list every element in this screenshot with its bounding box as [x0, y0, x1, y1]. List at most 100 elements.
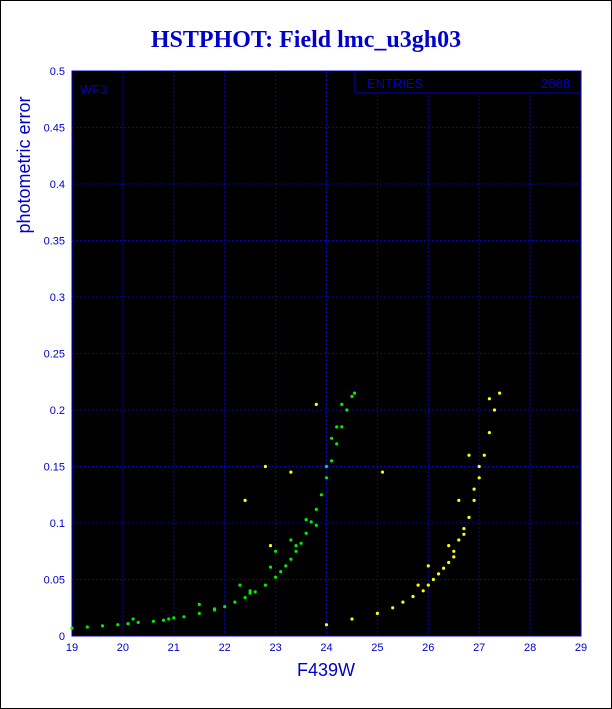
- data-point: [268, 544, 273, 548]
- data-point: [401, 600, 405, 604]
- data-point: [452, 549, 456, 553]
- y-tick-label: 0: [59, 631, 65, 643]
- data-point: [284, 564, 288, 568]
- x-tick-label: 23: [269, 642, 281, 654]
- data-point: [477, 464, 481, 469]
- data-point: [274, 575, 278, 579]
- data-point: [416, 583, 420, 587]
- data-point: [352, 391, 357, 395]
- y-tick-label: 0.05: [44, 575, 65, 587]
- data-point: [314, 507, 318, 511]
- data-point: [304, 531, 308, 535]
- data-point: [268, 565, 273, 569]
- data-point: [472, 487, 476, 491]
- data-point: [223, 605, 227, 609]
- data-point: [380, 470, 385, 474]
- data-point: [462, 532, 466, 536]
- data-point: [452, 555, 456, 559]
- data-point: [116, 623, 120, 627]
- y-axis-label: photometric error: [14, 96, 34, 233]
- x-tick-label: 19: [66, 642, 78, 654]
- data-point: [263, 583, 267, 587]
- data-point: [289, 470, 293, 474]
- data-point: [487, 431, 491, 435]
- y-tick-label: 0.25: [44, 349, 65, 361]
- stats-entries-value: 2868: [541, 76, 570, 91]
- x-tick-label: 26: [422, 642, 434, 654]
- data-point: [243, 498, 247, 502]
- panel-label: WF3: [80, 82, 107, 97]
- y-tick-label: 0.45: [44, 123, 65, 135]
- data-point: [314, 402, 318, 406]
- data-point: [487, 397, 491, 401]
- data-point: [426, 564, 430, 568]
- data-point: [70, 626, 74, 630]
- x-tick-labels: 19 20 21 22 23 24 25 26 27 28 29: [66, 642, 587, 654]
- data-points: [70, 391, 502, 630]
- data-point: [330, 459, 334, 463]
- y-tick-label: 0.4: [50, 179, 65, 191]
- data-point: [126, 622, 130, 626]
- data-point: [167, 617, 171, 621]
- data-point: [330, 436, 334, 440]
- data-point: [162, 618, 166, 622]
- data-point: [233, 600, 237, 604]
- data-point: [131, 617, 135, 621]
- data-point: [340, 402, 344, 406]
- data-point: [197, 611, 201, 616]
- data-point: [274, 549, 278, 553]
- data-point: [294, 544, 298, 548]
- data-point: [263, 464, 267, 469]
- data-point: [151, 619, 155, 623]
- data-point: [289, 557, 293, 561]
- x-tick-label: 27: [473, 642, 485, 654]
- y-tick-label: 0.15: [44, 462, 65, 474]
- data-point: [447, 544, 451, 548]
- data-point: [350, 394, 354, 398]
- data-point: [442, 566, 446, 570]
- data-point: [340, 425, 344, 429]
- data-point: [294, 549, 298, 553]
- stats-entries-label: ENTRIES: [367, 76, 424, 91]
- data-point: [350, 617, 354, 621]
- data-point: [314, 523, 318, 527]
- data-point: [431, 577, 435, 582]
- data-point: [492, 408, 497, 412]
- data-point: [335, 425, 339, 429]
- data-point: [172, 616, 176, 620]
- data-point: [238, 583, 242, 587]
- data-point: [304, 518, 308, 522]
- data-point: [411, 594, 415, 599]
- data-point: [467, 453, 471, 457]
- data-point: [243, 596, 247, 600]
- data-point: [436, 572, 441, 576]
- data-point: [345, 408, 349, 412]
- data-point: [457, 538, 461, 542]
- x-tick-label: 22: [219, 642, 231, 654]
- data-point: [85, 625, 89, 629]
- data-point: [289, 538, 293, 542]
- data-point: [477, 476, 481, 480]
- data-point: [335, 442, 339, 446]
- data-point: [467, 515, 471, 520]
- stats-box: [354, 70, 582, 94]
- data-point: [309, 520, 313, 524]
- data-point: [391, 606, 395, 610]
- data-point: [248, 589, 252, 593]
- data-point: [299, 541, 303, 545]
- y-tick-label: 0.1: [50, 518, 65, 530]
- y-tick-label: 0.3: [50, 292, 65, 304]
- data-point: [319, 493, 323, 497]
- y-tick-label: 0.35: [44, 236, 65, 248]
- data-point: [279, 570, 283, 574]
- data-point: [136, 620, 140, 625]
- data-point: [375, 611, 379, 616]
- y-tick-label: 0.2: [50, 405, 65, 417]
- x-tick-label: 25: [371, 642, 383, 654]
- data-point: [426, 583, 430, 587]
- data-point: [482, 453, 486, 457]
- data-point: [248, 591, 252, 595]
- data-point: [100, 624, 105, 628]
- x-axis-label: F439W: [297, 660, 355, 680]
- data-point: [324, 623, 329, 627]
